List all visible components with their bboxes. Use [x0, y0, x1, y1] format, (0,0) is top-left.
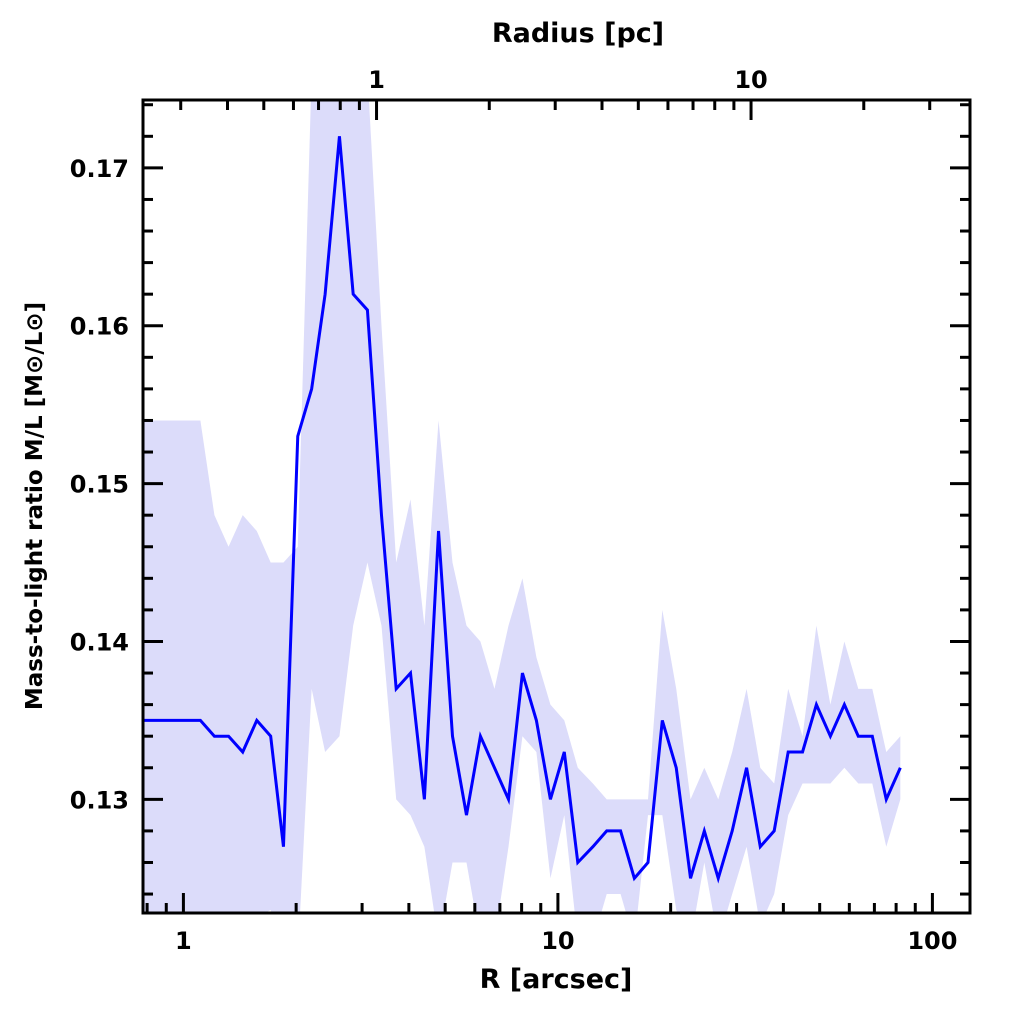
x-axis-label: R [arcsec] [480, 964, 633, 995]
y-tick-label: 0.16 [70, 313, 129, 341]
top-axis-label: Radius [pc] [492, 18, 664, 49]
x-tick-label: 10 [541, 927, 574, 955]
ml-ratio-line [143, 136, 902, 884]
error-band [143, 100, 901, 913]
x-tick-label: 100 [907, 927, 957, 955]
y-tick-label: 0.17 [70, 155, 129, 183]
y-axis-label: Mass-to-light ratio M/L [M⊙/L⊙] [22, 302, 48, 710]
y-tick-label: 0.13 [70, 786, 129, 814]
top-tick-label: 1 [368, 66, 385, 94]
x-tick-label: 1 [175, 927, 192, 955]
y-tick-label: 0.15 [70, 471, 129, 499]
y-tick-label: 0.14 [70, 628, 129, 656]
top-tick-label: 10 [734, 66, 767, 94]
